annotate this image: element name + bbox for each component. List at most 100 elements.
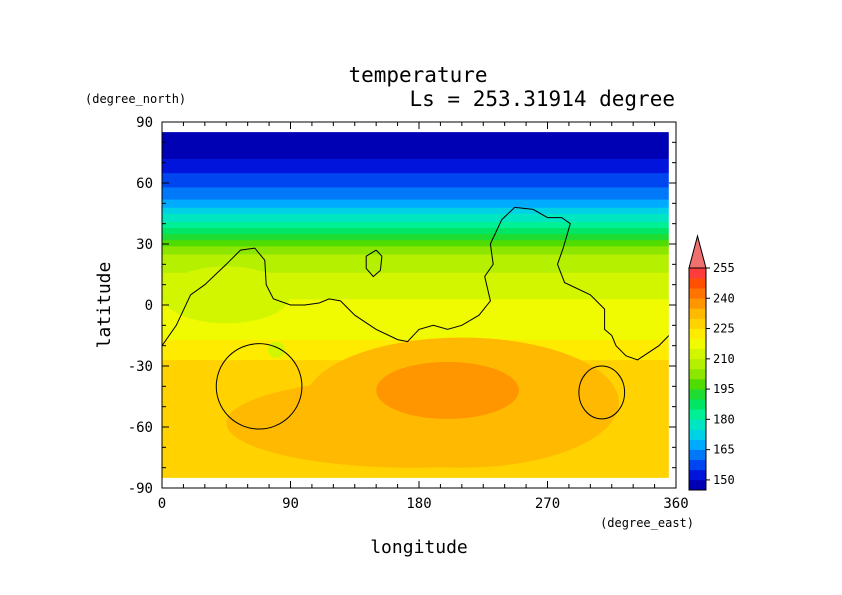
temperature-band bbox=[162, 237, 669, 241]
temperature-band bbox=[162, 180, 669, 184]
colorbar-swatch bbox=[689, 288, 706, 299]
temperature-band bbox=[162, 140, 669, 143]
temperature-band bbox=[162, 308, 669, 312]
temperature-band bbox=[162, 337, 669, 340]
temperature-band bbox=[162, 227, 669, 231]
temperature-band bbox=[162, 473, 669, 477]
temperature-band bbox=[162, 186, 669, 190]
temperature-band bbox=[162, 233, 669, 237]
temperature-band bbox=[162, 335, 669, 338]
y-axis-label: latitude bbox=[94, 262, 115, 349]
temperature-band bbox=[162, 270, 669, 273]
temperature-band bbox=[162, 156, 669, 159]
temperature-band bbox=[162, 312, 669, 316]
temperature-band bbox=[162, 331, 669, 334]
temperature-band bbox=[162, 207, 669, 210]
x-tick-label: 0 bbox=[158, 496, 166, 512]
colorbar-tick-label: 225 bbox=[713, 322, 735, 336]
colorbar-swatch bbox=[689, 338, 706, 350]
temperature-band bbox=[162, 259, 669, 263]
temperature-band bbox=[162, 278, 669, 281]
colorbar-swatch bbox=[689, 439, 706, 450]
colorbar-swatch bbox=[689, 358, 706, 370]
chart-subtitle: Ls = 253.31914 degree bbox=[409, 87, 675, 111]
temperature-band bbox=[162, 292, 669, 296]
temperature-band bbox=[162, 264, 669, 267]
temperature-band bbox=[162, 166, 669, 170]
temperature-band bbox=[162, 310, 669, 314]
temperature-band bbox=[162, 203, 669, 206]
temperature-band bbox=[162, 286, 669, 290]
temperature-band bbox=[162, 251, 669, 255]
coastline-contours bbox=[162, 206, 669, 430]
colorbar-swatch bbox=[689, 399, 706, 410]
temperature-band bbox=[162, 217, 669, 220]
colorbar-tick-label: 180 bbox=[713, 412, 735, 426]
temperature-band bbox=[162, 475, 669, 478]
temperature-band bbox=[162, 209, 669, 212]
colorbar-swatch bbox=[689, 389, 706, 400]
x-tick-label: 90 bbox=[282, 496, 299, 512]
temperature-band bbox=[162, 182, 669, 186]
temperature-band bbox=[162, 243, 669, 247]
temperature-band bbox=[162, 249, 669, 253]
temperature-band bbox=[162, 304, 669, 308]
colorbar-swatch bbox=[689, 429, 706, 440]
temperature-band bbox=[162, 154, 669, 157]
temperature-band bbox=[162, 302, 669, 306]
cool-region bbox=[162, 266, 291, 324]
temperature-band bbox=[162, 282, 669, 285]
temperature-band bbox=[162, 146, 669, 149]
temperature-band bbox=[162, 469, 669, 473]
x-tick-label: 180 bbox=[406, 496, 431, 512]
y-tick-label: -60 bbox=[128, 420, 153, 436]
temperature-band bbox=[162, 176, 669, 180]
temperature-band bbox=[162, 253, 669, 257]
y-tick-label: 60 bbox=[136, 176, 153, 192]
colorbar-swatch bbox=[689, 419, 706, 430]
temperature-band bbox=[162, 188, 669, 192]
temperature-band bbox=[162, 229, 669, 233]
temperature-band bbox=[162, 333, 669, 336]
temperature-band bbox=[162, 290, 669, 294]
temperature-band bbox=[162, 162, 669, 165]
y-tick-label: 90 bbox=[136, 115, 153, 131]
temperature-band bbox=[162, 170, 669, 174]
colorbar: 150 165 180 195 210 225 240 255 bbox=[688, 234, 735, 491]
x-tick-label: 270 bbox=[535, 496, 560, 512]
temperature-band bbox=[162, 294, 669, 298]
colorbar-swatch bbox=[689, 449, 706, 461]
temperature-band bbox=[162, 329, 669, 332]
colorbar-swatch bbox=[689, 268, 706, 279]
colorbar-tick-label: 255 bbox=[713, 261, 735, 275]
warm-region bbox=[376, 361, 519, 419]
temperature-band bbox=[162, 198, 669, 202]
colorbar-tick-label: 240 bbox=[713, 291, 735, 305]
y-tick-label: -90 bbox=[128, 481, 153, 497]
colorbar-tick-label: 165 bbox=[713, 443, 735, 457]
temperature-band bbox=[162, 247, 669, 251]
colorbar-swatch bbox=[689, 278, 706, 289]
temperature-band bbox=[162, 268, 669, 271]
temperature-band bbox=[162, 288, 669, 292]
temperature-band bbox=[162, 320, 669, 324]
temperature-band bbox=[162, 219, 669, 222]
temperature-band bbox=[162, 172, 669, 176]
temperature-band bbox=[162, 190, 669, 194]
colorbar-extend-arrow bbox=[688, 234, 707, 269]
x-tick-label: 360 bbox=[663, 496, 688, 512]
temperature-band bbox=[162, 272, 669, 275]
temperature-band bbox=[162, 327, 669, 330]
colorbar-swatch bbox=[689, 459, 706, 471]
temperature-band bbox=[162, 132, 669, 135]
temperature-band bbox=[162, 215, 669, 218]
colorbar-frame bbox=[688, 267, 707, 491]
temperature-band bbox=[162, 245, 669, 249]
temperature-band bbox=[162, 164, 669, 168]
x-axis-label: longitude bbox=[370, 537, 468, 558]
temperature-band bbox=[162, 201, 669, 204]
y-axis-units: (degree_north) bbox=[85, 92, 186, 106]
temperature-band bbox=[162, 213, 669, 216]
y-tick-label: 30 bbox=[136, 237, 153, 253]
